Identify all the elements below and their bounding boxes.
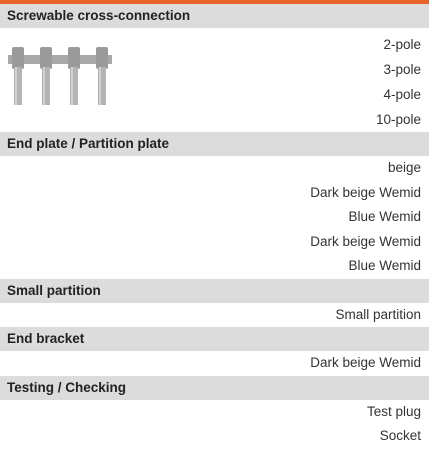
item: Small partition	[335, 306, 421, 322]
item: Socket	[379, 428, 421, 443]
section: Testing / Checking Test plug Socket	[0, 375, 429, 449]
section-rows: beige Dark beige Wemid Blue Wemid Dark beig…	[0, 156, 429, 279]
cross-connection-icon	[8, 47, 112, 105]
section-header: End bracket	[0, 327, 429, 351]
section: End bracket Dark beige Wemid	[0, 327, 429, 376]
item: 10-pole	[375, 112, 421, 127]
item: Dark beige Wemid	[310, 184, 421, 200]
section-rows: 2-pole 3-pole 4-pole 10-pole	[0, 28, 429, 132]
section: Screwable cross-connection 2-pole 3-pole 4-…	[0, 4, 429, 132]
item: beige	[387, 160, 421, 175]
section-header: Testing / Checking	[0, 375, 429, 400]
section: End plate / Partition plate beige Dark bei…	[0, 132, 429, 279]
product-list: Screwable cross-connection 2-pole 3-pole 4-…	[0, 4, 429, 449]
section-header: Small partition	[0, 278, 429, 303]
item: 2-pole	[383, 37, 421, 52]
item: Dark beige Wemid	[310, 233, 421, 249]
section-header: End plate / Partition plate	[0, 132, 429, 156]
item: Blue Wemid	[348, 258, 421, 273]
accent-bar	[0, 0, 429, 4]
item: Blue Wemid	[348, 209, 421, 224]
section-rows: Test plug Socket	[0, 400, 429, 449]
item: Dark beige Wemid	[310, 355, 421, 370]
item: 3-pole	[383, 62, 421, 77]
item: 4-pole	[383, 87, 421, 102]
section-header: Screwable cross-connection	[0, 4, 429, 28]
section-rows: Small partition	[0, 303, 429, 328]
item: Test plug	[366, 403, 421, 419]
section-rows: Dark beige Wemid	[0, 351, 429, 376]
section: Small partition Small partition	[0, 278, 429, 328]
